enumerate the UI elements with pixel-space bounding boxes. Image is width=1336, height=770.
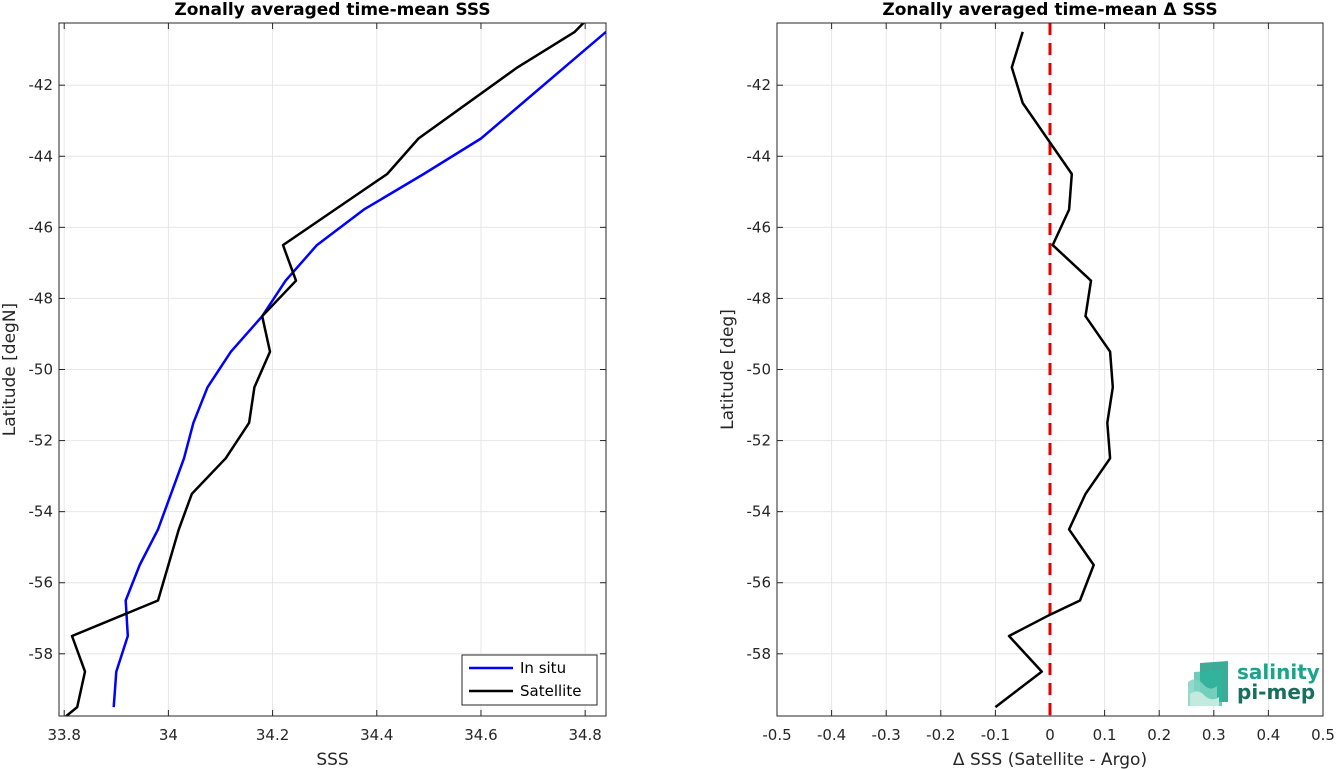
- right-x-tick-label: -0.1: [981, 726, 1010, 744]
- right-x-tick-label: 0: [1045, 726, 1055, 744]
- left-grid: [59, 23, 606, 716]
- logo-wave-graphic: [1188, 661, 1228, 706]
- left-y-tick-label: -44: [29, 147, 54, 165]
- legend-box: [461, 654, 598, 706]
- left-y-tick-label: -52: [29, 432, 54, 450]
- right-y-tick-label: -58: [747, 645, 772, 663]
- right-x-tick-label: 0.4: [1256, 726, 1280, 744]
- right-y-tick-label: -52: [747, 432, 772, 450]
- right-ticks: -0.5 -0.4 -0.3 -0.2 -0.1 0 0.1 0.2 0.3 0.4 0.5 -58 -…: [747, 23, 1335, 744]
- right-axes-box: [776, 22, 1324, 717]
- right-chart-title: Zonally averaged time-mean Δ SSS: [882, 0, 1217, 20]
- left-y-tick-label: -54: [29, 503, 54, 521]
- right-x-tick-label: 0.3: [1202, 726, 1226, 744]
- left-ticks: 33.8 34 34.2 34.4 34.6 34.8 -58 -56 -54 -52 -50 -48…: [29, 23, 606, 744]
- left-y-tick-label: -42: [29, 76, 54, 94]
- left-x-tick-label: 34.2: [256, 726, 289, 744]
- left-y-tick-label: -58: [29, 645, 54, 663]
- legend-label-in-situ: In situ: [520, 659, 566, 677]
- left-x-tick-label: 34.6: [464, 726, 497, 744]
- legend-label-satellite: Satellite: [520, 682, 581, 700]
- right-y-tick-label: -48: [747, 289, 772, 307]
- right-x-tick-label: -0.3: [872, 726, 901, 744]
- right-x-tick-label: 0.1: [1093, 726, 1117, 744]
- right-y-tick-label: -42: [747, 76, 772, 94]
- right-series: [994, 31, 1115, 709]
- right-x-tick-label: -0.2: [926, 726, 955, 744]
- left-axes-box: [58, 22, 607, 717]
- right-y-tick-label: -44: [747, 147, 772, 165]
- left-y-axis-label: Latitude [degN]: [0, 303, 20, 436]
- right-x-tick-label: 0.5: [1311, 726, 1335, 744]
- right-y-tick-label: -50: [747, 361, 772, 379]
- delta-sss-chart: -0.5 -0.4 -0.3 -0.2 -0.1 0 0.1 0.2 0.3 0.4 0.5 -58 -…: [718, 0, 1335, 770]
- left-y-tick-label: -50: [29, 361, 54, 379]
- series-line-satellite: [64, 23, 586, 716]
- left-x-tick-label: 34: [159, 726, 178, 744]
- right-x-tick-label: -0.5: [762, 726, 791, 744]
- series-line-delta: [994, 31, 1115, 709]
- left-y-tick-label: -56: [29, 574, 54, 592]
- left-chart-title: Zonally averaged time-mean SSS: [174, 0, 490, 20]
- left-series: [64, 23, 606, 716]
- right-y-tick-label: -54: [747, 503, 772, 521]
- right-y-tick-label: -56: [747, 574, 772, 592]
- left-y-tick-label: -46: [29, 218, 54, 236]
- right-x-axis-label: Δ SSS (Satellite - Argo): [953, 750, 1147, 770]
- left-x-axis-label: SSS: [316, 750, 348, 770]
- right-y-axis-label: Latitude [deg]: [718, 309, 738, 430]
- salinity-pimep-logo: salinity pi-mep: [1188, 660, 1320, 706]
- left-x-tick-label: 34.4: [360, 726, 393, 744]
- logo-text-pimep: pi-mep: [1237, 680, 1315, 704]
- right-x-tick-label: 0.2: [1147, 726, 1171, 744]
- legend: In situ Satellite: [461, 654, 598, 706]
- logo-text-salinity: salinity: [1237, 660, 1320, 684]
- left-x-tick-label: 34.8: [568, 726, 601, 744]
- left-x-tick-label: 33.8: [48, 726, 81, 744]
- left-y-tick-label: -48: [29, 289, 54, 307]
- right-y-tick-label: -46: [747, 218, 772, 236]
- right-x-tick-label: -0.4: [817, 726, 846, 744]
- series-line-in-situ: [112, 30, 606, 708]
- sss-chart: 33.8 34 34.2 34.4 34.6 34.8 -58 -56 -54 -52 -50 -48…: [0, 0, 607, 770]
